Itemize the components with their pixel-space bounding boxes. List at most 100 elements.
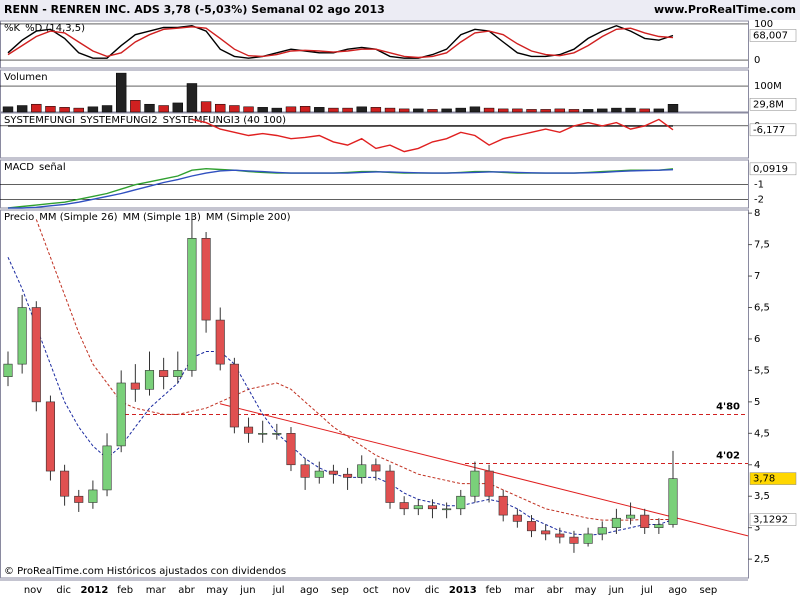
- y-tick-label: 5: [754, 397, 760, 408]
- value-badge: [749, 162, 797, 176]
- candle-body: [88, 489, 98, 503]
- panel-frame: [0, 159, 749, 209]
- trendline: [219, 403, 749, 537]
- candle-body: [484, 470, 494, 497]
- volume-bar: [215, 103, 226, 113]
- candle-body: [427, 505, 438, 510]
- volume-bar: [427, 109, 438, 113]
- header-site: www.ProRealTime.com: [654, 3, 796, 16]
- legend-entry: MM (Simple 13): [123, 212, 201, 223]
- legend-entry: MM (Simple 200): [206, 212, 291, 223]
- candle-body: [173, 370, 183, 378]
- value-badge-label: 68,007: [753, 30, 788, 41]
- legend-entry: SYSTEMFUNGI: [4, 115, 75, 126]
- legend-entry: señal: [39, 162, 66, 173]
- x-tick-label: 2013: [449, 585, 477, 596]
- candle-body: [456, 495, 466, 510]
- x-tick-label: mar: [514, 585, 535, 596]
- candle-body: [640, 514, 650, 528]
- volume-bar: [200, 101, 212, 113]
- volume-bar: [342, 107, 353, 113]
- volume-bar: [455, 107, 466, 113]
- volume-bar: [101, 105, 113, 113]
- series-line: [8, 169, 674, 209]
- legend-entry: MACD: [4, 162, 34, 173]
- x-tick-label: sep: [700, 585, 718, 596]
- footer: © ProRealTime.com Históricos ajustados c…: [4, 565, 286, 577]
- volume-bar: [314, 107, 325, 113]
- candle-body: [3, 363, 13, 378]
- candle-body: [258, 433, 268, 435]
- candle-body: [357, 464, 367, 478]
- x-tick-label: mar: [146, 585, 167, 596]
- volume-bar: [257, 107, 268, 113]
- legend-entry: Precio: [4, 212, 34, 223]
- series-line: [191, 118, 674, 153]
- candle-body: [413, 505, 423, 510]
- header-bar: [0, 0, 800, 20]
- volume-bar: [370, 107, 382, 113]
- y-tick-label: -1: [754, 180, 764, 191]
- candle-body: [597, 527, 607, 535]
- y-tick-label: 3: [754, 523, 760, 534]
- x-tick-label: jul: [640, 585, 653, 596]
- volume-bar: [144, 103, 155, 113]
- candle-body: [569, 536, 579, 544]
- volume-bar: [611, 107, 622, 113]
- volume-bar: [73, 107, 84, 113]
- series-line: [7, 26, 674, 59]
- volume-bar: [2, 106, 14, 113]
- candle-body: [187, 238, 197, 371]
- candle-body: [159, 370, 169, 378]
- x-tick-label: abr: [547, 585, 564, 596]
- value-badge-label: 0,0919: [753, 164, 788, 175]
- y-tick-label: 6,5: [754, 303, 770, 314]
- volume-bar: [597, 108, 608, 113]
- x-tick-label: feb: [485, 585, 501, 596]
- candle-body: [286, 433, 296, 466]
- value-badge: [749, 98, 797, 111]
- candle-body: [526, 521, 537, 532]
- value-badge: [749, 513, 797, 526]
- volume-bar: [243, 106, 254, 113]
- volume-bar: [31, 103, 42, 113]
- volume-bar: [526, 109, 537, 113]
- volume-bar: [667, 104, 679, 113]
- value-badge-label: 3,1292: [753, 515, 788, 526]
- x-tick-label: jun: [239, 585, 255, 596]
- header-title: RENN - RENREN INC. ADS 3,78 (-5,03%) Sem…: [4, 3, 385, 16]
- candle-body: [45, 401, 55, 472]
- y-tick-label: 100M: [754, 81, 782, 92]
- panel-frame: [0, 209, 749, 579]
- candle-body: [116, 382, 126, 447]
- volume-bar: [554, 108, 566, 113]
- value-badge: [749, 123, 797, 137]
- volume-bar: [483, 107, 495, 113]
- volume-bar: [582, 109, 594, 113]
- x-tick-label: sep: [331, 585, 349, 596]
- candle-body: [668, 478, 678, 525]
- candle-body: [102, 445, 112, 491]
- volume-bar: [356, 106, 367, 113]
- candle-body: [272, 433, 282, 435]
- x-tick-label: jul: [272, 585, 285, 596]
- volume-bar: [158, 105, 169, 113]
- legend-entry: SYSTEMFUNGI2: [80, 115, 157, 126]
- y-tick-label: 7: [754, 271, 760, 282]
- candle-body: [215, 319, 225, 365]
- candle-body: [60, 470, 70, 497]
- candle-body: [654, 524, 664, 528]
- value-badge-label: 29,8M: [753, 99, 784, 110]
- candle-body: [201, 238, 211, 321]
- candle-body: [611, 517, 621, 528]
- volume-bar: [568, 109, 580, 113]
- volume-bar: [87, 106, 99, 113]
- volume-bar: [639, 108, 650, 113]
- panel-frame: [0, 112, 749, 159]
- candle-body: [512, 514, 522, 522]
- candle-body: [314, 470, 324, 478]
- candle-body: [229, 363, 239, 428]
- volume-bar: [172, 102, 183, 113]
- candle-body: [74, 495, 84, 503]
- legend-entry: Volumen: [4, 72, 48, 83]
